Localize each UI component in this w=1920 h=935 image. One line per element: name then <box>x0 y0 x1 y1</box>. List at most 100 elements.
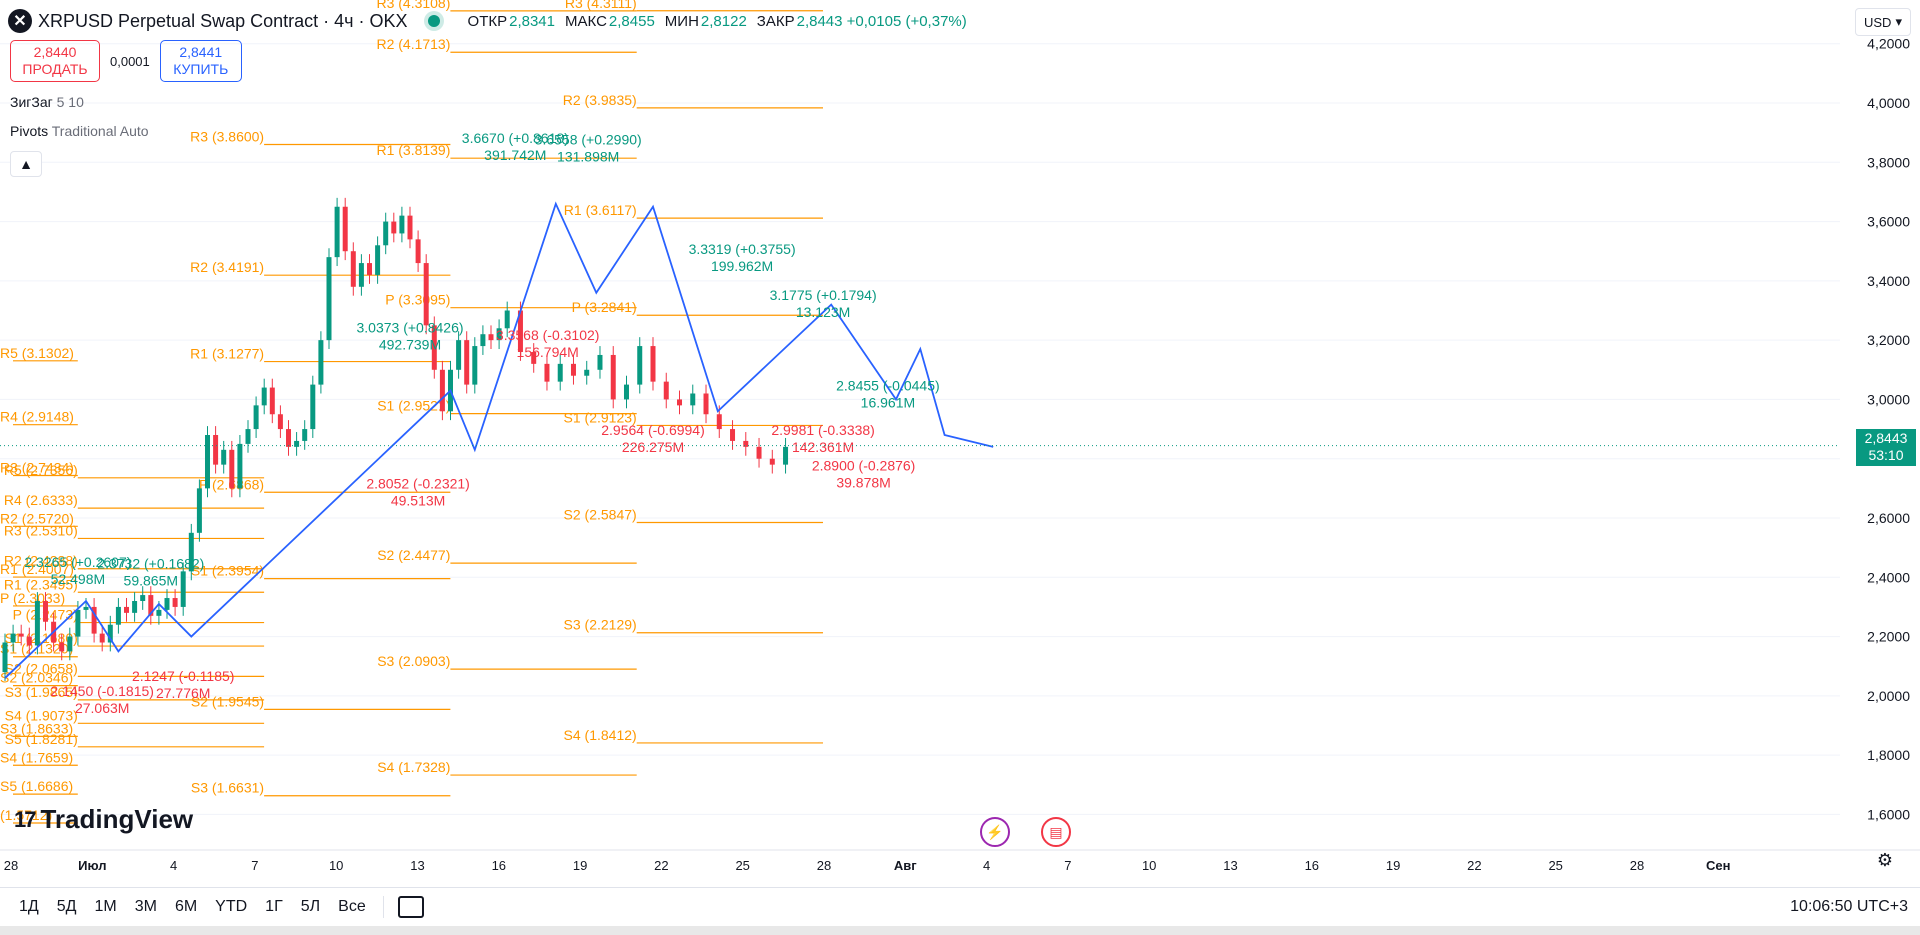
candle-body <box>730 429 736 441</box>
candle-body <box>196 488 202 533</box>
range-button[interactable]: 1М <box>94 898 117 915</box>
candle-body <box>637 346 643 385</box>
pivot-label: S4 (1.7328) <box>377 759 450 775</box>
pivots-params: Traditional Auto <box>51 123 149 139</box>
time-tick-label: 4 <box>983 858 990 873</box>
zigzag-change-label: 3.3568 (-0.3102) <box>496 327 600 343</box>
time-tick-label: 7 <box>1064 858 1071 873</box>
calendar-icon[interactable] <box>397 896 424 918</box>
zigzag-volume-label: 156.794M <box>517 344 579 360</box>
candle-body <box>132 601 138 613</box>
candle-body <box>391 221 397 234</box>
range-button[interactable]: 1Д <box>19 898 39 915</box>
candle-body <box>229 449 235 489</box>
zigzag-change-label: 2.1450 (-0.1815) <box>50 683 154 699</box>
pivot-label: R1 (2.4007) <box>0 561 74 577</box>
range-button[interactable]: 6М <box>174 898 198 915</box>
pivot-label: R3 (2.5310) <box>4 522 78 538</box>
candle-body <box>43 601 48 622</box>
time-tick-label: 19 <box>1386 858 1400 873</box>
indicator-pivots-legend[interactable]: Pivots Traditional Auto <box>10 123 149 139</box>
market-open-status-icon[interactable] <box>427 15 440 27</box>
candle-body <box>597 354 603 370</box>
buy-button[interactable]: 2,8441 КУПИТЬ <box>159 40 242 82</box>
candle-body <box>253 405 259 430</box>
divider <box>382 896 384 918</box>
zigzag-change-label: 2.9564 (-0.6994) <box>601 422 705 438</box>
horizontal-scrollbar[interactable] <box>0 926 1920 935</box>
candle-body <box>350 251 356 287</box>
pivot-label: S3 (1.9865) <box>5 684 78 700</box>
pivot-label: R2 (3.9835) <box>563 92 637 108</box>
candle-body <box>399 215 405 234</box>
zigzag-change-label: 3.3319 (+0.3755) <box>689 241 796 257</box>
pivots-name: Pivots <box>10 123 49 139</box>
pivot-label: S3 (2.2129) <box>564 617 637 633</box>
symbol-title[interactable]: XRPUSD Perpetual Swap Contract · 4ч · OK… <box>38 10 408 31</box>
candle-body <box>221 449 227 465</box>
candle-body <box>180 571 186 607</box>
lightning-event-icon[interactable]: ⚡ <box>980 817 1010 847</box>
candle-body <box>716 414 722 430</box>
pivot-label: R2 (2.5720) <box>0 510 74 526</box>
currency-select[interactable]: USD ▾ <box>1855 8 1911 36</box>
candle-body <box>310 384 316 430</box>
range-button[interactable]: YTD <box>215 898 248 915</box>
pivot-label: R5 (3.1302) <box>0 345 74 361</box>
zigzag-volume-label: 391.742M <box>484 147 546 163</box>
candle-body <box>99 633 105 643</box>
candle-body <box>358 263 364 287</box>
range-button[interactable]: 3М <box>134 898 157 915</box>
zigzag-volume-label: 52.498M <box>51 571 105 587</box>
range-button[interactable]: Все <box>338 898 366 915</box>
candle-body <box>140 595 146 601</box>
range-button[interactable]: 5Л <box>300 898 321 915</box>
pivot-label: R1 (2.3495) <box>4 576 78 592</box>
candle-body <box>67 636 73 652</box>
candle-body <box>610 354 616 400</box>
indicator-zigzag-legend[interactable]: ЗигЗаг 5 10 <box>10 94 84 110</box>
tradingview-logo[interactable]: 17 TradingView <box>14 804 193 835</box>
collapse-legend-button[interactable]: ▲ <box>10 151 42 177</box>
pivot-label: S2 (1.9545) <box>191 693 264 709</box>
sell-button[interactable]: 2,8440 ПРОДАТЬ <box>10 40 100 82</box>
candle-body <box>677 399 683 406</box>
candle-body <box>277 414 283 430</box>
price-chart[interactable]: 4,2000 4,0000 3,8000 3,6000 3,4000 3,2000 3,00… <box>0 0 1920 887</box>
range-button[interactable]: 5Д <box>56 898 77 915</box>
candle-body <box>83 606 89 610</box>
zigzag-change-label: 3.6670 (+0.8618) <box>462 130 569 146</box>
candle-body <box>172 598 178 607</box>
candle-body <box>237 443 243 489</box>
candle-body <box>115 606 121 625</box>
candle-body <box>375 245 381 275</box>
candle-body <box>294 440 300 447</box>
last-price-value: 2,8443 <box>1864 430 1908 446</box>
price-tick-label: 3,4000 <box>1867 273 1910 289</box>
zigzag-volume-label: 492.739M <box>379 337 441 353</box>
trade-panel: 2,8440 ПРОДАТЬ 0,0001 2,8441 КУПИТЬ <box>10 40 242 82</box>
pivot-label: S5 (1.6686) <box>0 778 73 794</box>
clock[interactable]: 10:06:50 UTC+3 <box>1790 898 1908 915</box>
pivot-label: S4 (1.7659) <box>0 749 73 765</box>
candle-body <box>164 598 170 610</box>
candle-body <box>245 429 251 444</box>
zigzag-volume-label: 49.513M <box>391 492 445 508</box>
price-tick-label: 4,0000 <box>1867 95 1910 111</box>
pivot-label: S4 (1.9073) <box>5 707 78 723</box>
candle-body <box>367 263 372 275</box>
pivot-label: R3 (4.3108) <box>376 0 450 11</box>
zigzag-volume-label: 16.961M <box>861 395 915 411</box>
candle-body <box>415 239 421 264</box>
gear-icon[interactable]: ⚙ <box>1876 850 1894 870</box>
price-tick-label: 3,8000 <box>1867 154 1910 170</box>
range-button[interactable]: 1Г <box>265 898 283 915</box>
pivot-label: (1.5712) <box>0 807 52 823</box>
time-tick-label: 22 <box>1467 858 1481 873</box>
okx-logo-icon: ✕ <box>8 9 32 33</box>
pivot-label: R1 (3.6117) <box>564 202 637 218</box>
spread-value: 0,0001 <box>110 53 150 69</box>
candle-body <box>650 346 656 382</box>
us-flag-event-icon[interactable]: ▤ <box>1041 817 1071 847</box>
